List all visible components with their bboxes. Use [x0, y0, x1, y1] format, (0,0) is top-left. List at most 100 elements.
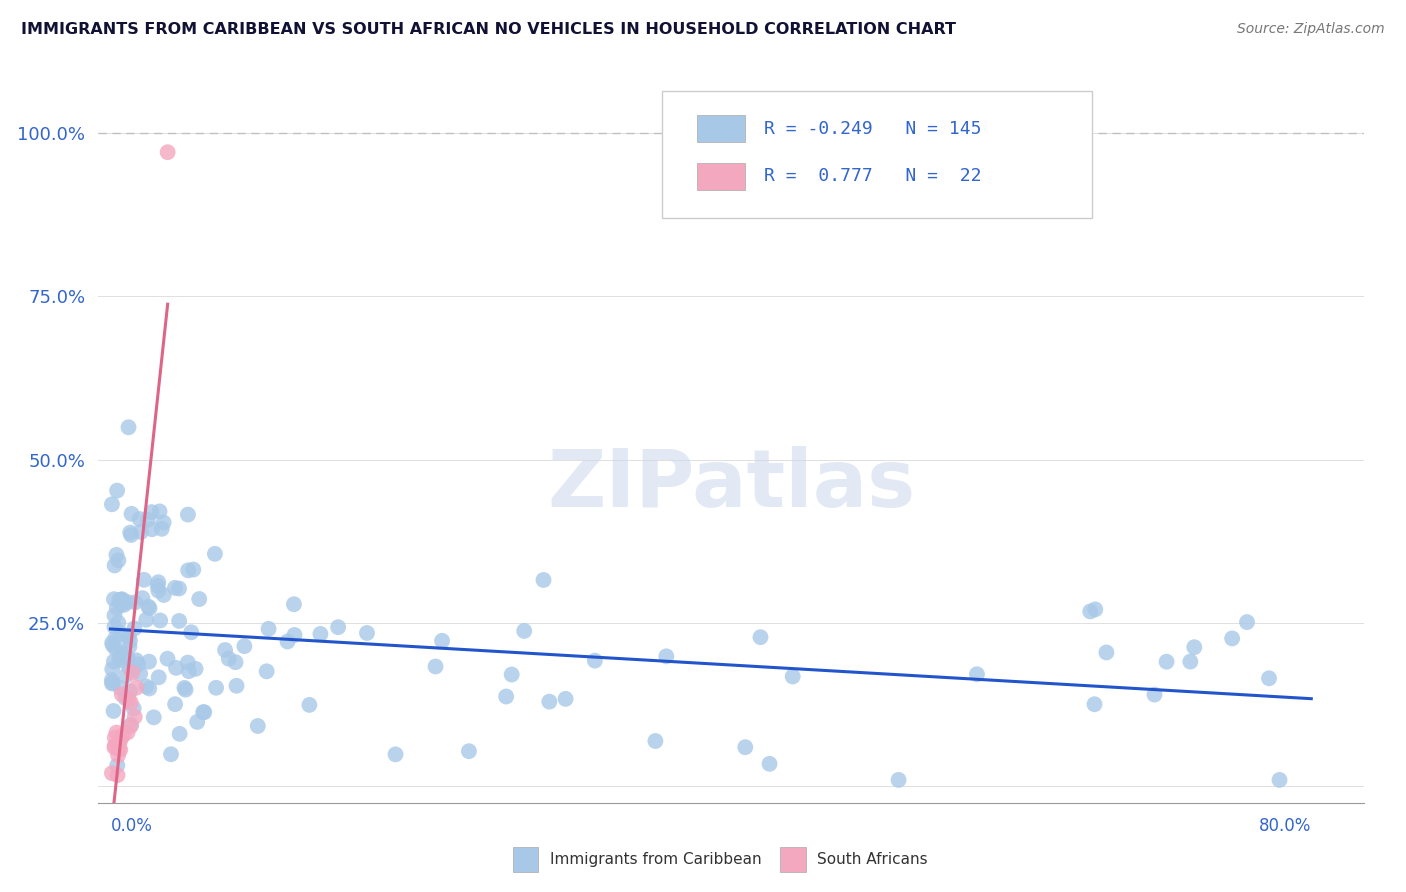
FancyBboxPatch shape	[661, 91, 1092, 218]
Point	[110, 592, 132, 607]
Text: Immigrants from Caribbean: Immigrants from Caribbean	[550, 853, 762, 867]
Point	[104, 642, 127, 657]
Point	[120, 528, 142, 542]
Point	[120, 525, 142, 540]
Point	[149, 614, 172, 628]
Point	[117, 420, 139, 434]
Point	[121, 665, 143, 680]
Point	[138, 601, 160, 615]
Text: 80.0%: 80.0%	[1258, 817, 1312, 835]
Point	[101, 676, 124, 690]
Text: 0.0%: 0.0%	[111, 817, 152, 835]
Point	[118, 684, 141, 698]
Point	[163, 581, 186, 595]
Point	[138, 681, 160, 696]
Point	[425, 659, 447, 673]
Point	[384, 747, 406, 762]
Point	[644, 734, 666, 748]
Point	[177, 656, 200, 670]
Point	[152, 588, 174, 602]
Point	[122, 701, 145, 715]
Point	[107, 553, 129, 567]
Point	[1236, 615, 1258, 629]
FancyBboxPatch shape	[697, 115, 745, 143]
Point	[103, 592, 125, 607]
Point	[1180, 655, 1202, 669]
Point	[177, 508, 200, 522]
Point	[1084, 602, 1107, 616]
Point	[177, 664, 200, 678]
Point	[225, 655, 247, 669]
Point	[188, 592, 211, 607]
Text: R = -0.249   N = 145: R = -0.249 N = 145	[763, 120, 981, 137]
Point	[1083, 697, 1105, 711]
Point	[114, 691, 136, 706]
Point	[111, 592, 134, 607]
Point	[110, 627, 132, 641]
Point	[107, 615, 129, 630]
Point	[105, 548, 128, 562]
Point	[121, 507, 143, 521]
Point	[127, 657, 149, 672]
Point	[136, 513, 159, 527]
Point	[118, 661, 141, 675]
Point	[1156, 655, 1178, 669]
Point	[283, 628, 305, 642]
Point	[128, 512, 150, 526]
Point	[538, 695, 561, 709]
Point	[160, 747, 183, 762]
Point	[758, 756, 780, 771]
Point	[177, 563, 200, 577]
Point	[165, 661, 187, 675]
Point	[111, 646, 134, 660]
Point	[108, 741, 131, 756]
Point	[167, 582, 190, 596]
Point	[495, 690, 517, 704]
Point	[1143, 688, 1166, 702]
Point	[167, 614, 190, 628]
Point	[104, 558, 127, 573]
Point	[191, 705, 214, 719]
Point	[125, 681, 148, 695]
Point	[533, 573, 555, 587]
Point	[124, 595, 146, 609]
Point	[214, 643, 236, 657]
Point	[276, 634, 298, 648]
Point	[135, 613, 157, 627]
Point	[117, 725, 139, 739]
Point	[283, 597, 305, 611]
Point	[107, 748, 129, 763]
Point	[165, 697, 187, 711]
Point	[204, 547, 226, 561]
Point	[105, 601, 128, 615]
Point	[115, 668, 138, 682]
Point	[138, 655, 160, 669]
Text: Source: ZipAtlas.com: Source: ZipAtlas.com	[1237, 22, 1385, 37]
Point	[554, 691, 576, 706]
Point	[1258, 671, 1281, 685]
Text: R =  0.777   N =  22: R = 0.777 N = 22	[763, 168, 981, 186]
Point	[655, 649, 678, 664]
Point	[148, 504, 170, 518]
Point	[257, 622, 280, 636]
Point	[458, 744, 481, 758]
Point	[148, 583, 170, 598]
Point	[181, 563, 204, 577]
Point	[101, 675, 124, 690]
Point	[173, 681, 195, 695]
Point	[1095, 645, 1118, 659]
Point	[110, 598, 132, 612]
Point	[104, 632, 127, 646]
Point	[138, 599, 160, 614]
Point	[117, 629, 139, 643]
Point	[205, 681, 228, 695]
Point	[111, 687, 134, 701]
Point	[356, 626, 378, 640]
Point	[142, 710, 165, 724]
FancyBboxPatch shape	[697, 162, 745, 190]
Point	[108, 593, 131, 607]
Point	[118, 692, 141, 706]
Point	[129, 524, 152, 539]
Point	[501, 667, 523, 681]
Point	[141, 522, 163, 536]
